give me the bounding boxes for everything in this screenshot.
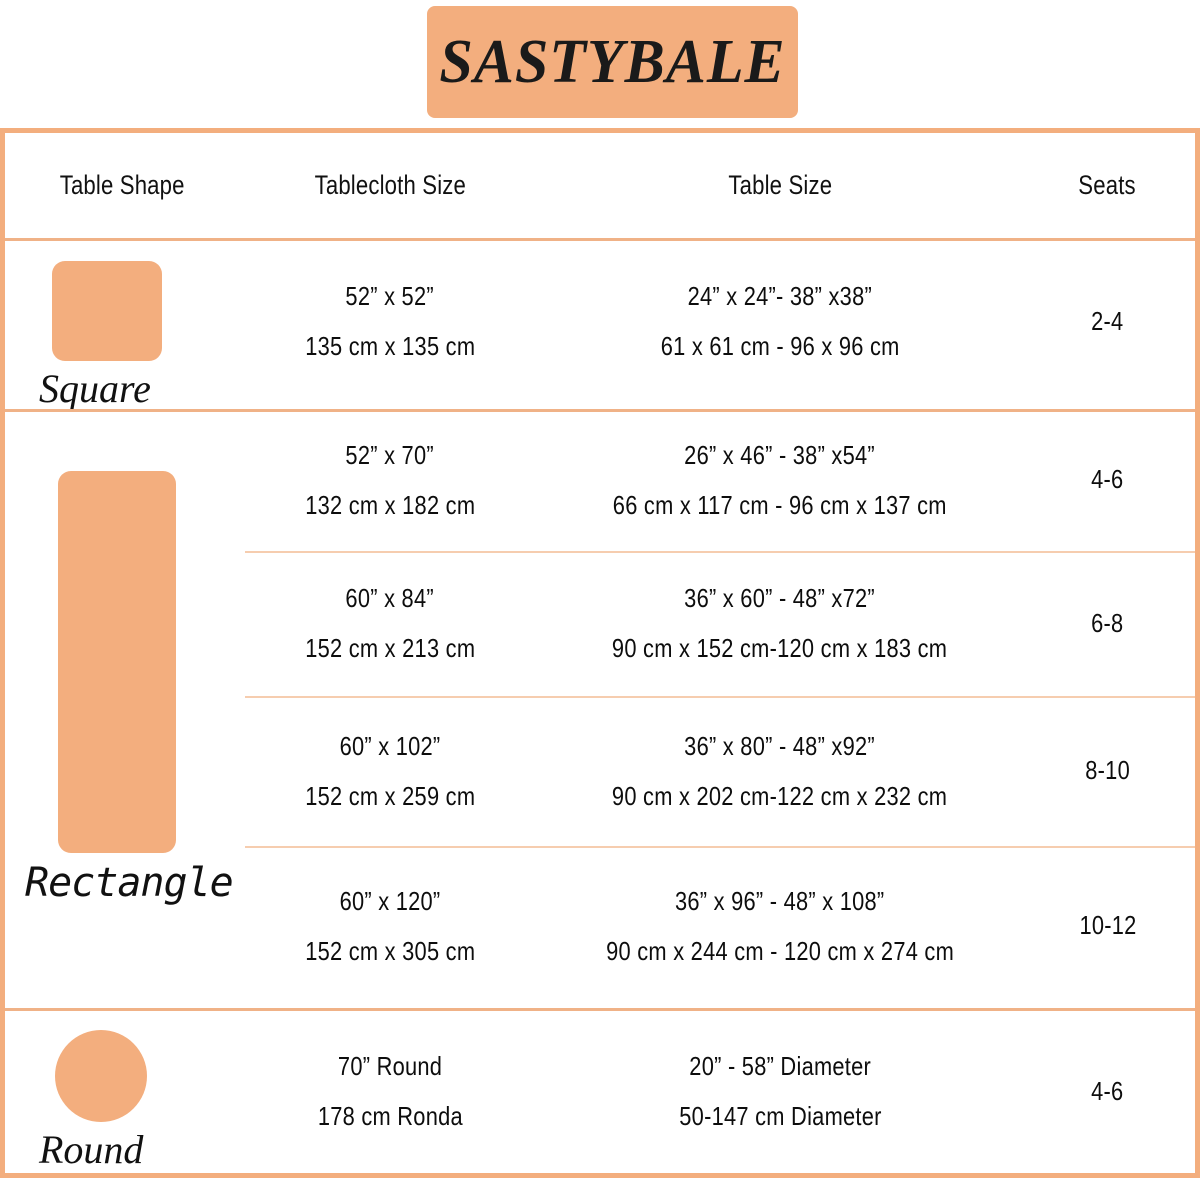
- tablecloth-size-cm: 152 cm x 213 cm: [304, 633, 476, 663]
- seats-value: 8-10: [1085, 755, 1130, 785]
- tablecloth-size-inches: 60” x 102”: [339, 730, 441, 761]
- seats-value: 4-6: [1091, 464, 1124, 494]
- header-label-shape: Table Shape: [60, 170, 185, 200]
- seats-value: 10-12: [1078, 910, 1137, 940]
- rectangle-shape-icon: [58, 471, 176, 853]
- table-size-inches: 24” x 24”- 38” x38”: [687, 281, 873, 311]
- header-label-tablecloth-size: Tablecloth Size: [314, 170, 466, 200]
- table-size-cm: 90 cm x 152 cm-120 cm x 183 cm: [612, 633, 948, 663]
- brand-logo-banner: SASTYBALE: [427, 6, 798, 118]
- cell-table-size: 36” x 60” - 48” x72” 90 cm x 152 cm-120 …: [540, 553, 1020, 693]
- table-header-row: Table Shape Tablecloth Size Table Size S…: [5, 133, 1195, 238]
- tablecloth-size-inches: 60” x 120”: [339, 885, 441, 916]
- table-size-inches: 36” x 60” - 48” x72”: [684, 583, 876, 613]
- seats-value: 4-6: [1091, 1075, 1124, 1106]
- cell-table-size: 20” - 58” Diameter 50-147 cm Diameter: [540, 1011, 1020, 1171]
- cell-seats: 6-8: [1020, 553, 1195, 693]
- table-row: 60” x 84” 152 cm x 213 cm 36” x 60” - 48…: [5, 553, 1195, 693]
- cell-seats: 10-12: [1020, 848, 1195, 1003]
- cell-table-size: 36” x 96” - 48” x 108” 90 cm x 244 cm - …: [540, 848, 1020, 1003]
- tablecloth-size-inches: 70” Round: [337, 1051, 443, 1081]
- tablecloth-size-inches: 52” x 52”: [345, 281, 435, 311]
- table-row: 60” x 120” 152 cm x 305 cm 36” x 96” - 4…: [5, 848, 1195, 1003]
- divider-group-rectangle-round: [5, 1008, 1195, 1011]
- header-label-seats: Seats: [1078, 170, 1137, 200]
- table-size-cm: 50-147 cm Diameter: [678, 1101, 882, 1131]
- table-size-inches: 36” x 96” - 48” x 108”: [675, 885, 885, 916]
- cell-table-size: 24” x 24”- 38” x38” 61 x 61 cm - 96 x 96…: [540, 241, 1020, 401]
- header-cell-tablecloth-size: Tablecloth Size: [240, 133, 540, 238]
- square-shape-icon: [52, 261, 162, 361]
- table-row: 70” Round 178 cm Ronda 20” - 58” Diamete…: [5, 1011, 1195, 1171]
- tablecloth-size-cm: 132 cm x 182 cm: [304, 489, 476, 520]
- header-cell-shape: Table Shape: [5, 133, 240, 238]
- divider-row: [245, 696, 1195, 698]
- table-size-cm: 61 x 61 cm - 96 x 96 cm: [660, 331, 900, 361]
- table-size-cm: 90 cm x 244 cm - 120 cm x 274 cm: [606, 935, 954, 966]
- table-size-inches: 36” x 80” - 48” x92”: [684, 730, 876, 761]
- cell-seats: 4-6: [1020, 412, 1195, 547]
- table-row: 52” x 52” 135 cm x 135 cm 24” x 24”- 38”…: [5, 241, 1195, 401]
- header-cell-table-size: Table Size: [540, 133, 1020, 238]
- table-row: 52” x 70” 132 cm x 182 cm 26” x 46” - 38…: [5, 412, 1195, 547]
- table-size-cm: 90 cm x 202 cm-122 cm x 232 cm: [612, 780, 948, 811]
- table-size-inches: 26” x 46” - 38” x54”: [684, 439, 876, 470]
- cell-seats: 2-4: [1020, 241, 1195, 401]
- round-shape-icon: [55, 1030, 147, 1122]
- seats-value: 6-8: [1091, 607, 1124, 638]
- tablecloth-size-inches: 60” x 84”: [345, 583, 435, 613]
- cell-tablecloth-size: 60” x 120” 152 cm x 305 cm: [240, 848, 540, 1003]
- shape-label-square: Square: [39, 366, 151, 411]
- divider-row: [245, 551, 1195, 553]
- brand-logo-text: SASTYBALE: [439, 28, 786, 96]
- cell-seats: 8-10: [1020, 698, 1195, 843]
- divider-header: [5, 238, 1195, 241]
- tablecloth-size-cm: 178 cm Ronda: [317, 1101, 463, 1131]
- header-cell-seats: Seats: [1020, 133, 1195, 238]
- tablecloth-size-inches: 52” x 70”: [345, 439, 435, 470]
- cell-seats: 4-6: [1020, 1011, 1195, 1171]
- header-label-table-size: Table Size: [728, 170, 832, 200]
- size-chart-table: Table Shape Tablecloth Size Table Size S…: [0, 128, 1200, 1178]
- seats-value: 2-4: [1091, 305, 1124, 336]
- table-size-inches: 20” - 58” Diameter: [689, 1051, 871, 1081]
- divider-group-square-rectangle: [5, 409, 1195, 412]
- table-size-cm: 66 cm x 117 cm - 96 cm x 137 cm: [613, 489, 947, 520]
- cell-table-size: 36” x 80” - 48” x92” 90 cm x 202 cm-122 …: [540, 698, 1020, 843]
- tablecloth-size-cm: 152 cm x 259 cm: [304, 780, 476, 811]
- cell-table-size: 26” x 46” - 38” x54” 66 cm x 117 cm - 96…: [540, 412, 1020, 547]
- divider-row: [245, 846, 1195, 848]
- cell-tablecloth-size: 52” x 70” 132 cm x 182 cm: [240, 412, 540, 547]
- shape-label-round: Round: [39, 1127, 144, 1172]
- cell-tablecloth-size: 70” Round 178 cm Ronda: [240, 1011, 540, 1171]
- table-row: 60” x 102” 152 cm x 259 cm 36” x 80” - 4…: [5, 698, 1195, 843]
- shape-label-rectangle: Rectangle: [25, 860, 234, 906]
- cell-tablecloth-size: 60” x 102” 152 cm x 259 cm: [240, 698, 540, 843]
- cell-tablecloth-size: 60” x 84” 152 cm x 213 cm: [240, 553, 540, 693]
- cell-tablecloth-size: 52” x 52” 135 cm x 135 cm: [240, 241, 540, 401]
- tablecloth-size-cm: 135 cm x 135 cm: [304, 331, 476, 361]
- tablecloth-size-cm: 152 cm x 305 cm: [304, 935, 476, 966]
